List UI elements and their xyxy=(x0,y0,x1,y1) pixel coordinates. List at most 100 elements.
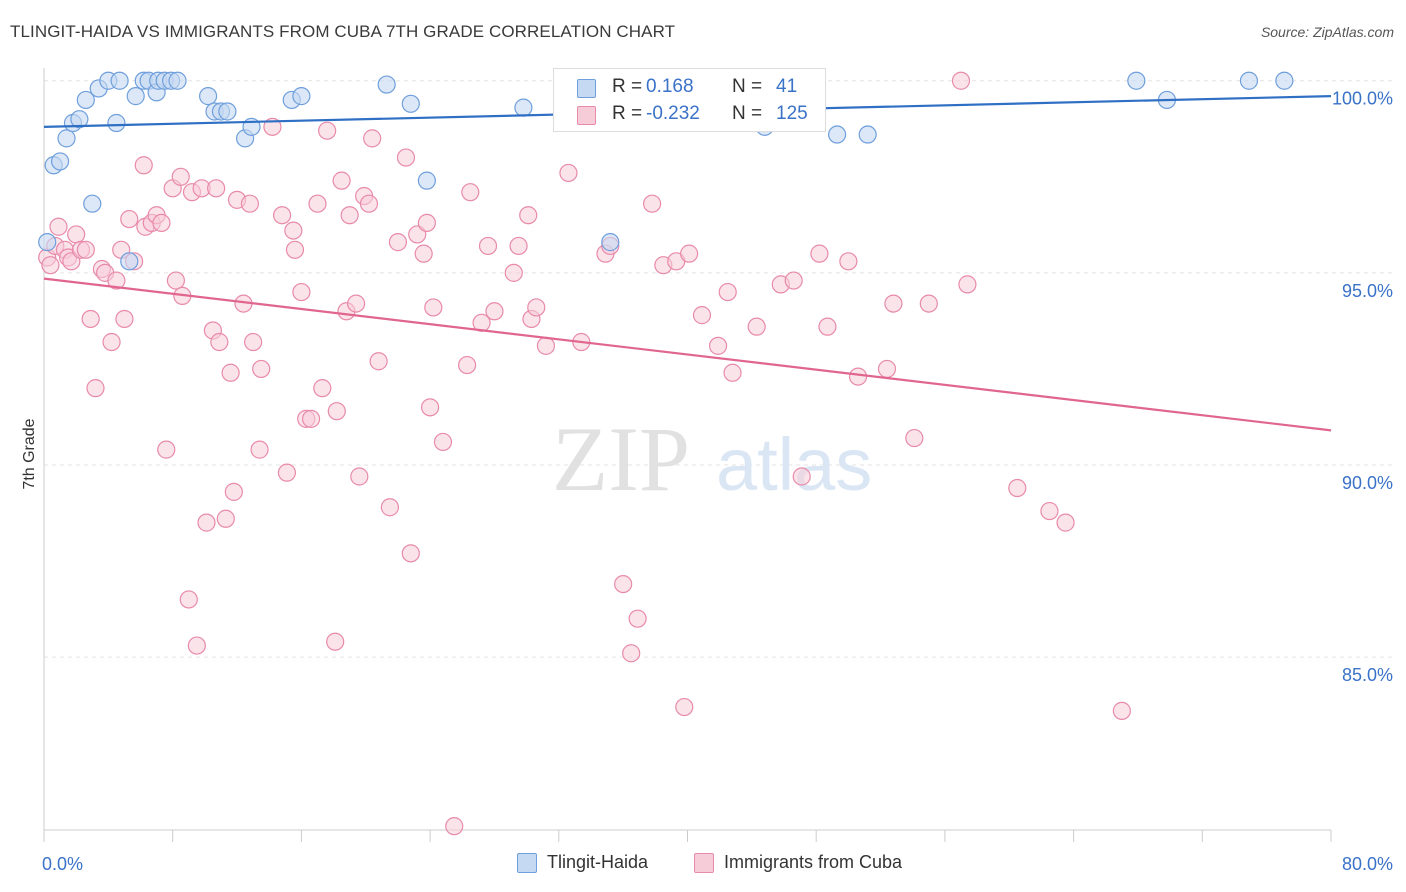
data-point-tlingit-haida xyxy=(601,233,620,252)
series-tlingit-haida xyxy=(38,71,1294,271)
data-point-immigrants-from-cuba xyxy=(363,129,382,148)
n-label: N = xyxy=(732,76,763,97)
legend-swatch-pink xyxy=(694,853,714,873)
watermark-zip: ZIP xyxy=(552,408,690,510)
data-point-tlingit-haida xyxy=(70,110,89,129)
legend-swatch-pink xyxy=(577,106,596,125)
data-point-immigrants-from-cuba xyxy=(380,498,399,517)
data-point-immigrants-from-cuba xyxy=(792,467,811,486)
data-point-immigrants-from-cuba xyxy=(622,644,641,663)
data-point-immigrants-from-cuba xyxy=(157,440,176,459)
x-tick-label: 0.0% xyxy=(42,854,83,874)
data-point-immigrants-from-cuba xyxy=(284,221,303,240)
trend-line-immigrants-from-cuba xyxy=(43,277,1332,432)
data-point-immigrants-from-cuba xyxy=(884,294,903,313)
data-point-tlingit-haida xyxy=(50,152,70,171)
data-point-immigrants-from-cuba xyxy=(313,379,332,398)
data-point-immigrants-from-cuba xyxy=(81,309,100,329)
data-point-immigrants-from-cuba xyxy=(504,263,523,282)
data-point-immigrants-from-cuba xyxy=(810,244,829,263)
data-point-immigrants-from-cuba xyxy=(559,163,578,183)
data-point-immigrants-from-cuba xyxy=(207,179,226,198)
data-point-immigrants-from-cuba xyxy=(485,302,504,321)
data-point-immigrants-from-cuba xyxy=(263,117,282,136)
data-point-immigrants-from-cuba xyxy=(326,632,345,651)
data-point-immigrants-from-cuba xyxy=(951,71,971,90)
data-point-immigrants-from-cuba xyxy=(240,194,260,213)
stats-legend: R = 0.168 N = 41 R = -0.232 N = 125 xyxy=(553,68,826,132)
data-point-immigrants-from-cuba xyxy=(848,367,868,386)
r-label: R = xyxy=(612,76,643,97)
data-point-immigrants-from-cuba xyxy=(252,359,271,379)
data-point-tlingit-haida xyxy=(858,125,877,144)
data-point-immigrants-from-cuba xyxy=(107,271,126,290)
data-point-immigrants-from-cuba xyxy=(179,590,198,609)
data-point-tlingit-haida xyxy=(218,102,237,121)
data-point-immigrants-from-cuba xyxy=(421,398,440,417)
data-point-immigrants-from-cuba xyxy=(327,402,346,421)
data-point-immigrants-from-cuba xyxy=(166,271,186,290)
data-point-immigrants-from-cuba xyxy=(458,355,477,375)
y-tick-label: 100.0% xyxy=(1332,89,1393,109)
data-point-immigrants-from-cuba xyxy=(614,574,633,594)
data-point-immigrants-from-cuba xyxy=(680,244,699,263)
data-point-immigrants-from-cuba xyxy=(396,148,416,167)
legend-swatch-blue xyxy=(577,79,596,98)
r-label: R = xyxy=(612,103,643,124)
data-point-immigrants-from-cuba xyxy=(747,317,766,336)
data-point-immigrants-from-cuba xyxy=(527,298,546,317)
x-tick-label: 80.0% xyxy=(1342,854,1393,874)
data-point-immigrants-from-cuba xyxy=(210,332,229,352)
data-point-immigrants-from-cuba xyxy=(628,609,647,628)
data-point-immigrants-from-cuba xyxy=(285,240,305,259)
trend-lines xyxy=(43,95,1332,432)
data-point-immigrants-from-cuba xyxy=(509,236,528,256)
data-point-immigrants-from-cuba xyxy=(401,544,420,563)
axes xyxy=(43,68,1332,842)
data-point-immigrants-from-cuba xyxy=(187,636,206,655)
data-point-immigrants-from-cuba xyxy=(536,336,556,355)
data-point-immigrants-from-cuba xyxy=(433,432,453,452)
data-point-immigrants-from-cuba xyxy=(708,336,728,355)
gridlines xyxy=(44,80,1392,658)
data-point-immigrants-from-cuba xyxy=(171,167,190,186)
data-point-immigrants-from-cuba xyxy=(643,194,662,213)
data-point-tlingit-haida xyxy=(107,113,126,133)
data-point-immigrants-from-cuba xyxy=(839,252,858,271)
data-point-immigrants-from-cuba xyxy=(346,294,366,313)
data-point-immigrants-from-cuba xyxy=(369,352,388,371)
data-point-immigrants-from-cuba xyxy=(905,428,924,448)
legend-label: Tlingit-Haida xyxy=(547,852,649,872)
n-value: 125 xyxy=(776,103,808,124)
data-point-immigrants-from-cuba xyxy=(41,256,60,275)
data-point-immigrants-from-cuba xyxy=(461,183,480,202)
data-point-immigrants-from-cuba xyxy=(1040,501,1059,521)
source-label: Source: ZipAtlas.com xyxy=(1260,24,1394,40)
data-point-immigrants-from-cuba xyxy=(318,121,337,140)
data-point-immigrants-from-cuba xyxy=(919,294,938,313)
data-point-immigrants-from-cuba xyxy=(224,482,243,501)
data-point-immigrants-from-cuba xyxy=(152,213,171,233)
data-point-immigrants-from-cuba xyxy=(86,379,105,398)
r-value: 0.168 xyxy=(646,76,694,97)
watermark-atlas: atlas xyxy=(716,423,872,506)
data-point-immigrants-from-cuba xyxy=(1112,701,1131,720)
data-point-tlingit-haida xyxy=(76,90,95,110)
legend-label: Immigrants from Cuba xyxy=(724,852,903,872)
data-point-tlingit-haida xyxy=(1127,71,1146,90)
data-point-immigrants-from-cuba xyxy=(478,236,498,256)
data-point-immigrants-from-cuba xyxy=(519,206,538,225)
data-point-immigrants-from-cuba xyxy=(277,463,297,482)
data-point-tlingit-haida xyxy=(514,98,533,117)
data-point-immigrants-from-cuba xyxy=(1008,478,1027,498)
data-point-tlingit-haida xyxy=(377,75,396,94)
data-point-immigrants-from-cuba xyxy=(958,275,977,294)
data-point-immigrants-from-cuba xyxy=(424,298,443,317)
data-point-tlingit-haida xyxy=(110,71,129,90)
data-point-tlingit-haida xyxy=(83,194,102,213)
data-point-immigrants-from-cuba xyxy=(784,271,803,290)
stats-row-tlingit-haida: R = 0.168 N = 41 xyxy=(554,74,825,100)
data-point-immigrants-from-cuba xyxy=(292,282,311,302)
data-point-tlingit-haida xyxy=(1275,71,1294,90)
